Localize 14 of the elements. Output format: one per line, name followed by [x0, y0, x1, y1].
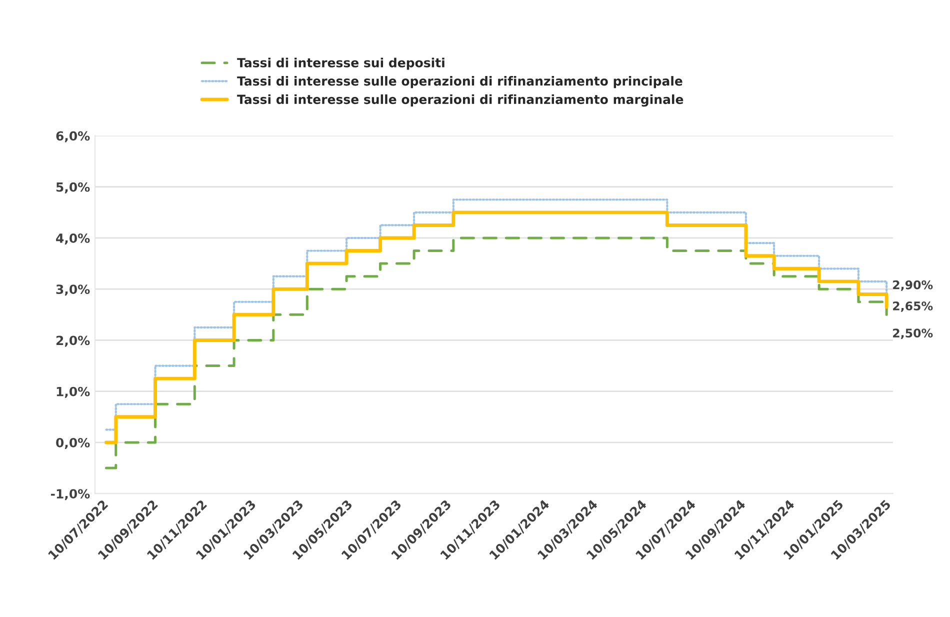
legend-label: Tassi di interesse sulle operazioni di rifinanziamento marginale: [237, 94, 684, 107]
annotation: 2,65%: [893, 301, 933, 312]
annotation: 2,50%: [893, 328, 933, 340]
y-tick-label: 3,0%: [56, 284, 90, 296]
y-tick-label: 5,0%: [56, 182, 90, 194]
annotation: 2,90%: [893, 280, 933, 291]
legend-label: Tassi di interesse sulle operazioni di rifinanziamento principale: [237, 76, 682, 88]
y-tick-label: 4,0%: [56, 233, 90, 245]
y-tick-label: 1,0%: [56, 386, 90, 398]
y-tick-label: 6,0%: [56, 131, 90, 142]
y-tick-label: 2,0%: [56, 336, 90, 347]
y-tick-label: -1,0%: [50, 489, 90, 500]
legend-label: Tassi di interesse sui depositi: [237, 58, 444, 70]
y-tick-label: 0,0%: [56, 438, 90, 449]
